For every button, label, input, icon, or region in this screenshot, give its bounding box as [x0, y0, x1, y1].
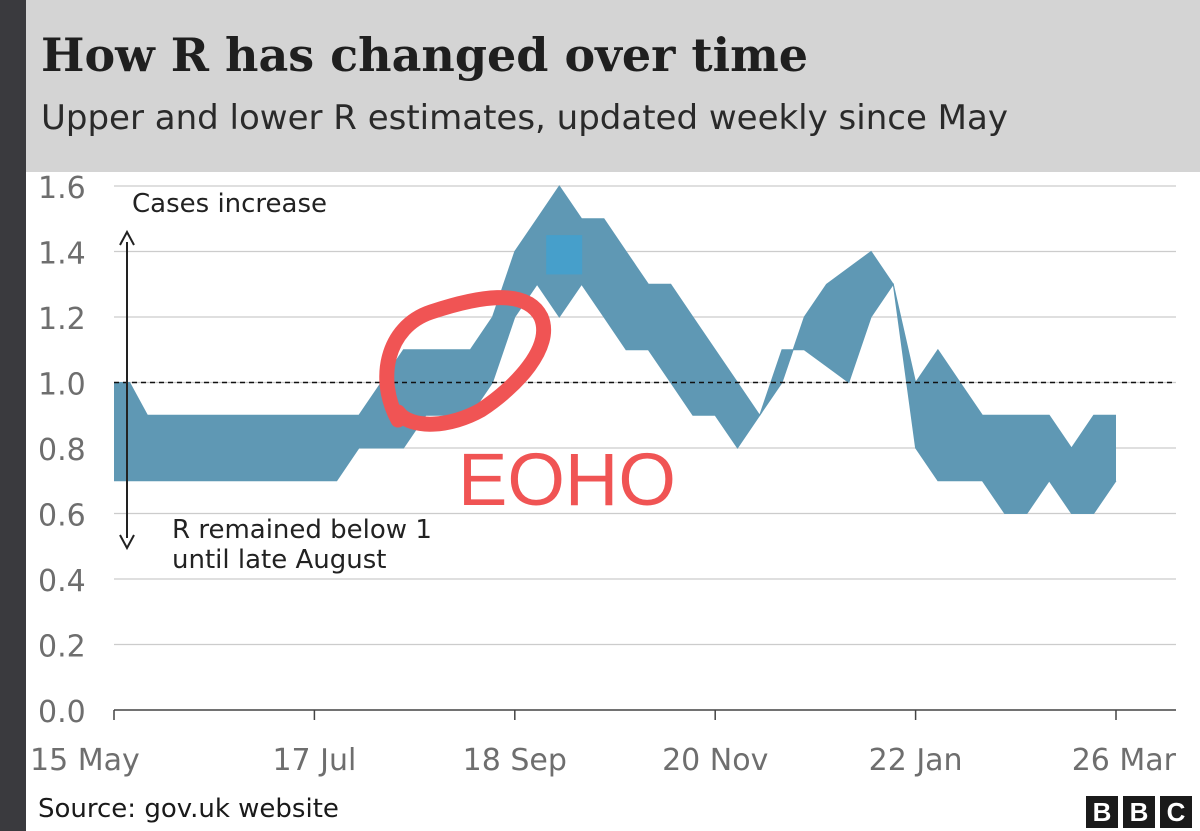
r-estimate-chart: 0.0 0.2 0.4 0.6 0.8 1.0 1.2 1.4 1.6 15 May 17 Jul 1… — [30, 172, 1177, 778]
x-tick-label: 20 Nov — [662, 743, 768, 778]
x-tick-label: 15 May — [30, 743, 140, 778]
y-tick-label: 1.0 — [38, 368, 86, 403]
y-tick-label: 0.4 — [38, 564, 86, 599]
chart-subtitle: Upper and lower R estimates, updated wee… — [41, 98, 1008, 138]
arrow-down-icon — [119, 534, 135, 551]
y-tick-label: 1.6 — [38, 172, 86, 206]
annotation-cases-increase: Cases increase — [132, 189, 327, 219]
y-tick-label: 0.8 — [38, 433, 86, 468]
y-tick-label: 0.2 — [38, 630, 86, 665]
x-tick-label: 26 Mar — [1072, 743, 1177, 778]
annotation-below-one: R remained below 1 — [172, 515, 432, 545]
x-tick-label: 17 Jul — [272, 743, 356, 778]
bbc-logo: B B C — [1086, 796, 1192, 828]
arrow-up-icon — [119, 229, 135, 246]
x-tick-label: 18 Sep — [463, 743, 567, 778]
source-label: Source: gov.uk website — [38, 794, 339, 824]
highlight-patch — [546, 235, 583, 275]
y-tick-label: 1.4 — [38, 237, 86, 272]
chart-plot-area: 0.0 0.2 0.4 0.6 0.8 1.0 1.2 1.4 1.6 15 May 17 Jul 1… — [26, 172, 1200, 794]
red-circle-markup — [379, 290, 551, 432]
chart-footer: Source: gov.uk website B B C — [26, 794, 1200, 831]
bbc-logo-letter: B — [1086, 796, 1118, 828]
upper-estimate-line — [114, 185, 1116, 449]
lower-estimate-line — [114, 282, 1117, 514]
x-tick-label: 22 Jan — [869, 743, 963, 778]
chart-header: How R has changed over time Upper and lo… — [26, 0, 1200, 172]
left-edge-strip — [0, 0, 26, 831]
bbc-logo-letter: B — [1123, 796, 1155, 828]
y-tick-label: 0.6 — [38, 499, 86, 534]
chart-title: How R has changed over time — [41, 28, 809, 82]
bbc-logo-letter: C — [1160, 796, 1192, 828]
y-tick-label: 1.2 — [38, 302, 86, 337]
annotation-late-august: until late August — [172, 545, 386, 575]
y-tick-label: 0.0 — [38, 695, 86, 730]
overlay-text: EOHO — [458, 438, 676, 521]
r-estimate-band — [114, 186, 1116, 514]
